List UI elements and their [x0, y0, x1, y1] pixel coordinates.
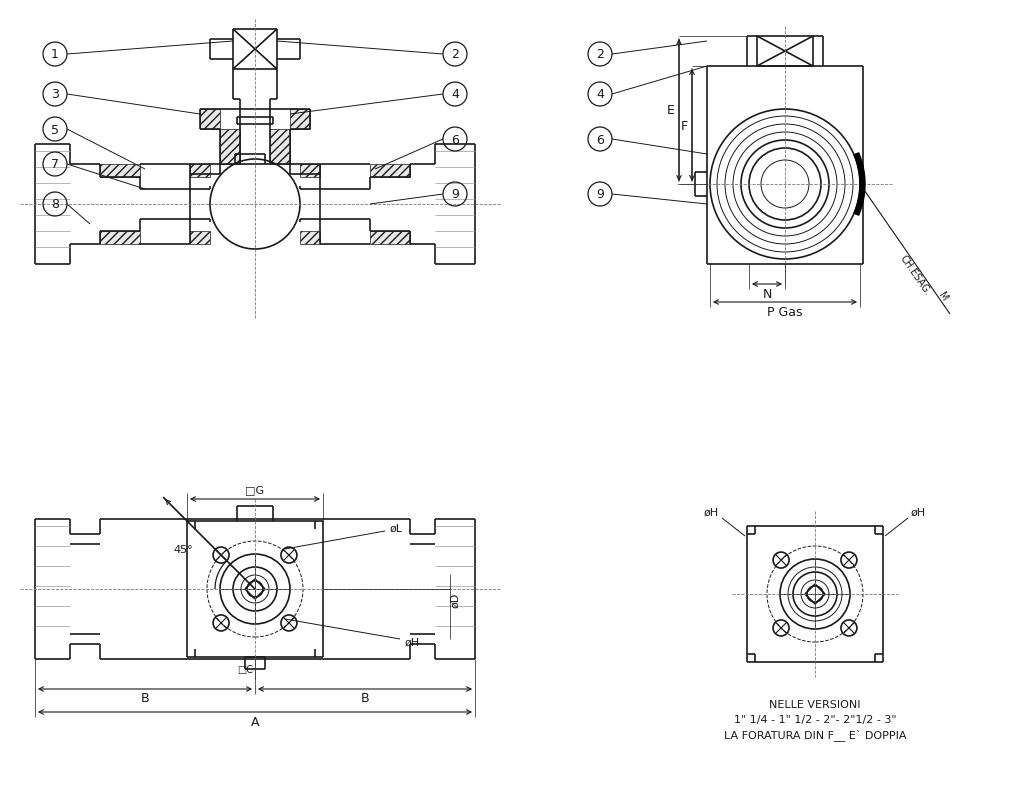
Text: 9: 9	[451, 188, 459, 201]
Text: M: M	[937, 290, 949, 303]
Text: 4: 4	[451, 88, 459, 101]
Text: CH.ESAG.: CH.ESAG.	[898, 253, 932, 297]
Text: F: F	[680, 119, 687, 132]
Polygon shape	[290, 109, 310, 130]
Text: 1: 1	[51, 49, 59, 62]
Text: 6: 6	[596, 133, 604, 146]
Text: 9: 9	[596, 188, 604, 201]
Text: □C: □C	[237, 664, 253, 674]
Polygon shape	[370, 232, 410, 245]
Text: 7: 7	[51, 158, 59, 171]
Text: E: E	[667, 105, 675, 118]
Polygon shape	[854, 153, 865, 216]
Text: A: A	[251, 715, 259, 728]
Text: 2: 2	[596, 49, 604, 62]
Polygon shape	[270, 130, 290, 165]
Polygon shape	[100, 232, 140, 245]
Polygon shape	[370, 165, 410, 178]
Text: LA FORATURA DIN F__ E` DOPPIA: LA FORATURA DIN F__ E` DOPPIA	[724, 728, 906, 740]
Text: øH: øH	[911, 508, 926, 517]
Polygon shape	[200, 109, 220, 130]
Text: P Gas: P Gas	[767, 306, 803, 319]
Text: øH: øH	[406, 637, 420, 647]
Polygon shape	[190, 232, 210, 245]
Polygon shape	[300, 232, 321, 245]
Text: 5: 5	[51, 123, 59, 136]
Polygon shape	[220, 130, 240, 165]
Text: 8: 8	[51, 198, 59, 211]
Text: 2: 2	[451, 49, 459, 62]
Text: 4: 4	[596, 88, 604, 101]
Text: øD: øD	[450, 592, 460, 607]
Text: B: B	[360, 692, 370, 705]
Text: NELLE VERSIONI: NELLE VERSIONI	[769, 699, 861, 709]
Text: 1" 1/4 - 1" 1/2 - 2"- 2"1/2 - 3": 1" 1/4 - 1" 1/2 - 2"- 2"1/2 - 3"	[733, 714, 896, 724]
Polygon shape	[100, 165, 140, 178]
Text: 45°: 45°	[173, 544, 193, 554]
Text: □G: □G	[246, 484, 264, 495]
Text: 3: 3	[51, 88, 59, 101]
Text: øL: øL	[390, 523, 403, 534]
Polygon shape	[300, 165, 321, 178]
Polygon shape	[190, 165, 210, 178]
Text: øH: øH	[703, 508, 719, 517]
Text: 6: 6	[451, 133, 459, 146]
Text: B: B	[140, 692, 150, 705]
Text: N: N	[762, 288, 772, 301]
